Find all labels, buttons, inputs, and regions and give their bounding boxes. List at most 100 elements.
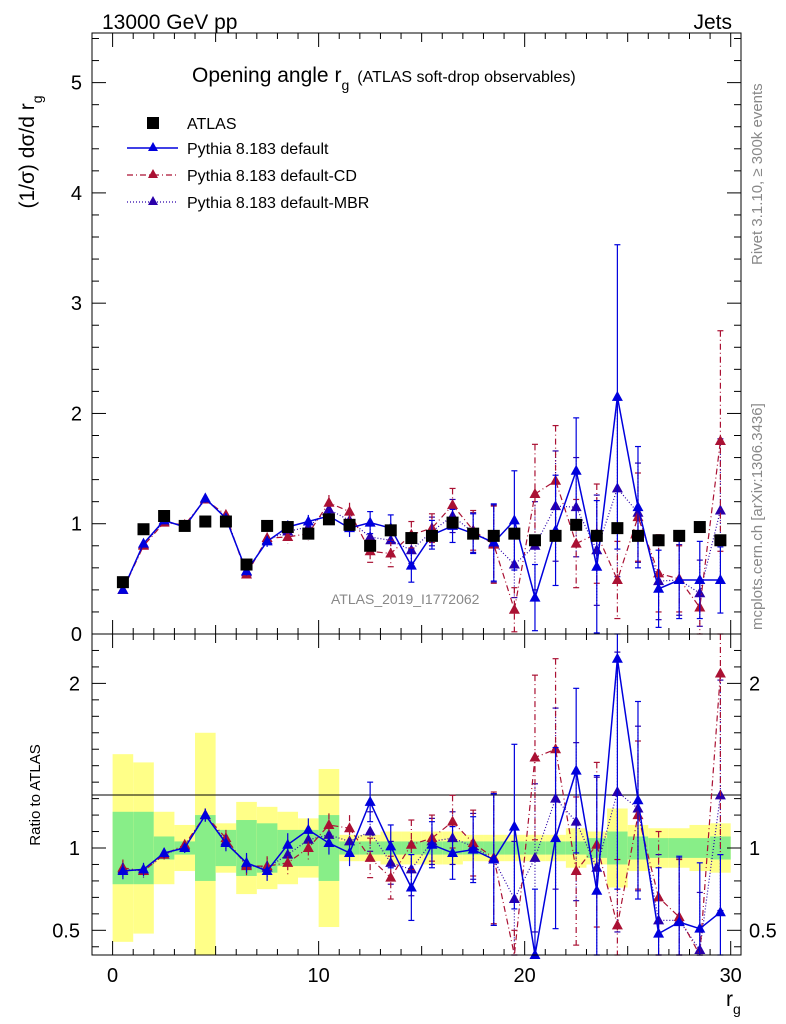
- ratio-default-marker: [241, 856, 253, 867]
- main-default-marker: [508, 514, 520, 525]
- main-atlas-marker: [219, 515, 232, 528]
- main-atlas-marker: [302, 527, 315, 540]
- process-label: Jets: [693, 11, 732, 34]
- main-mbr-line: [122, 487, 721, 595]
- legend-label-cd: Pythia 8.183 default-CD: [187, 168, 357, 185]
- energy-label: 13000 GeV pp: [102, 11, 237, 34]
- analysis-id: ATLAS_2019_I1772062: [331, 591, 480, 607]
- ratio-default-marker: [550, 832, 562, 843]
- ratio-cd-marker: [364, 851, 376, 862]
- ratio-default-marker: [179, 842, 191, 852]
- ratio-cd-marker: [405, 838, 417, 849]
- ratio-band-green: [195, 815, 216, 881]
- legend: ATLAS Pythia 8.183 default Pythia 8.183 …: [127, 116, 369, 212]
- ratio-cd-marker: [344, 822, 356, 833]
- ratio-default-marker: [426, 838, 438, 849]
- ratio-cd-marker: [529, 751, 541, 762]
- ratio-data-layer: [117, 633, 726, 959]
- legend-label-default: Pythia 8.183 default: [187, 141, 329, 158]
- main-atlas-marker: [240, 558, 253, 571]
- main-cd-marker: [344, 505, 356, 516]
- main-atlas-marker: [425, 529, 438, 542]
- side-label-rivet: Rivet 3.1.10, ≥ 300k events: [749, 83, 766, 265]
- ratio-cd-marker: [447, 815, 459, 826]
- ratio-default-line: [122, 658, 721, 956]
- x-tick-label: 30: [720, 965, 742, 987]
- legend-label-atlas: ATLAS: [187, 116, 237, 133]
- ratio-default-marker: [508, 820, 520, 831]
- main-y-tick-label: 2: [71, 403, 82, 425]
- main-atlas-marker: [405, 532, 418, 545]
- main-atlas-marker: [467, 527, 480, 540]
- main-atlas-marker: [631, 529, 644, 542]
- main-atlas-marker: [384, 524, 397, 537]
- main-atlas-marker: [137, 523, 150, 536]
- ratio-default-marker: [529, 949, 541, 959]
- main-y-tick-label: 4: [71, 183, 82, 205]
- ratio-y-tick-label-left: 2: [69, 673, 80, 695]
- main-default-marker: [138, 537, 150, 548]
- ratio-default-marker: [673, 916, 685, 927]
- ratio-default-marker: [591, 884, 603, 895]
- main-atlas-marker: [590, 529, 603, 542]
- ratio-y-tick-label-right: 2: [749, 673, 760, 695]
- ratio-default-marker: [694, 922, 706, 933]
- legend-marker-mbr: [148, 196, 158, 205]
- main-default-marker: [694, 573, 706, 584]
- ratio-band-green: [236, 820, 257, 876]
- main-axis-ticks: 0 1 2 3 4 5: [71, 33, 741, 646]
- main-atlas-marker: [343, 518, 356, 531]
- main-atlas-marker: [487, 529, 500, 542]
- ratio-cd-marker: [302, 842, 314, 852]
- ratio-axis-ticks: 0 10 20 30 0.5 0.5 1 1 2 2: [52, 634, 777, 987]
- ratio-default-marker: [282, 838, 294, 849]
- main-default-marker: [653, 582, 665, 593]
- main-default-marker: [529, 591, 541, 602]
- main-cd-marker: [529, 487, 541, 498]
- x-tick-label: 10: [308, 965, 330, 987]
- ratio-band-green: [689, 838, 711, 858]
- legend-marker-atlas: [147, 117, 159, 129]
- ratio-default-marker: [570, 764, 582, 775]
- ratio-default-marker: [653, 927, 665, 938]
- ratio-band-green: [112, 811, 134, 885]
- plot-title: Opening angle rg (ATLAS soft-drop observa…: [192, 64, 576, 93]
- main-atlas-marker: [364, 539, 377, 552]
- legend-marker-default: [148, 142, 158, 151]
- ratio-default-marker: [117, 865, 129, 876]
- main-cd-marker: [570, 537, 582, 548]
- ratio-cd-marker: [323, 818, 335, 829]
- x-tick-label: 0: [107, 965, 118, 987]
- ratio-default-marker: [302, 823, 314, 834]
- main-atlas-marker: [158, 510, 171, 523]
- main-atlas-marker: [528, 534, 541, 547]
- ratio-mbr-marker: [529, 851, 541, 862]
- main-cd-marker: [385, 547, 397, 558]
- ratio-default-marker: [405, 881, 417, 892]
- main-default-line: [122, 396, 721, 601]
- ratio-cd-marker: [282, 856, 294, 867]
- ratio-default-marker: [632, 794, 644, 805]
- main-default-marker: [405, 559, 417, 570]
- main-atlas-marker: [611, 522, 624, 535]
- ratio-cd-marker: [714, 667, 726, 678]
- main-atlas-marker: [446, 516, 459, 529]
- main-default-marker: [302, 515, 314, 526]
- ratio-y-tick-label-left: 0.5: [52, 920, 80, 942]
- side-label-mcplots: mcplots.cern.ch [arXiv:1306.3436]: [749, 403, 766, 630]
- ratio-cd-marker: [570, 865, 582, 876]
- legend-label-mbr: Pythia 8.183 default-MBR: [187, 195, 369, 212]
- main-y-tick-label: 3: [71, 293, 82, 315]
- x-axis-title: rg: [726, 988, 741, 1017]
- ratio-default-marker: [611, 652, 623, 663]
- main-atlas-marker: [508, 527, 521, 540]
- main-y-tick-label: 1: [71, 514, 82, 536]
- ratio-default-marker: [364, 795, 376, 806]
- main-default-marker: [261, 535, 273, 546]
- ratio-default-marker: [261, 865, 273, 876]
- main-default-marker: [673, 573, 685, 584]
- x-tick-label: 20: [514, 965, 536, 987]
- main-default-marker: [364, 516, 376, 527]
- ratio-default-marker: [323, 837, 335, 848]
